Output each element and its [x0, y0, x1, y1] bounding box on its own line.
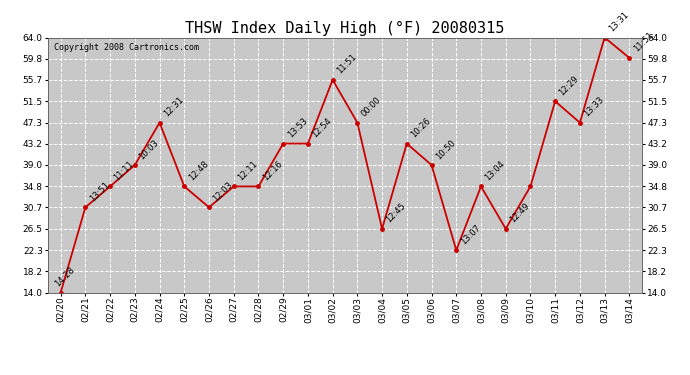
Text: 10:03: 10:03	[137, 138, 161, 161]
Text: 13:51: 13:51	[88, 180, 111, 203]
Text: 12:11: 12:11	[236, 159, 259, 182]
Text: 12:03: 12:03	[212, 180, 235, 203]
Text: 12:49: 12:49	[509, 201, 531, 225]
Text: 13:33: 13:33	[582, 95, 606, 118]
Text: 12:45: 12:45	[384, 201, 408, 225]
Text: 10:50: 10:50	[434, 138, 457, 161]
Text: 12:29: 12:29	[558, 74, 581, 97]
Title: THSW Index Daily High (°F) 20080315: THSW Index Daily High (°F) 20080315	[186, 21, 504, 36]
Text: 11:51: 11:51	[632, 31, 655, 54]
Text: 12:31: 12:31	[162, 95, 186, 118]
Text: 11:51: 11:51	[335, 53, 358, 76]
Text: 13:53: 13:53	[286, 116, 309, 140]
Text: 13:04: 13:04	[484, 159, 506, 182]
Text: 00:00: 00:00	[360, 95, 383, 118]
Text: 12:48: 12:48	[187, 159, 210, 182]
Text: 12:54: 12:54	[310, 116, 333, 140]
Text: 14:28: 14:28	[53, 265, 77, 288]
Text: 12:16: 12:16	[261, 159, 284, 182]
Text: 13:07: 13:07	[459, 223, 482, 246]
Text: 13:31: 13:31	[607, 10, 631, 33]
Text: 11:11: 11:11	[112, 159, 136, 182]
Text: 10:26: 10:26	[409, 116, 433, 140]
Text: Copyright 2008 Cartronics.com: Copyright 2008 Cartronics.com	[55, 43, 199, 52]
